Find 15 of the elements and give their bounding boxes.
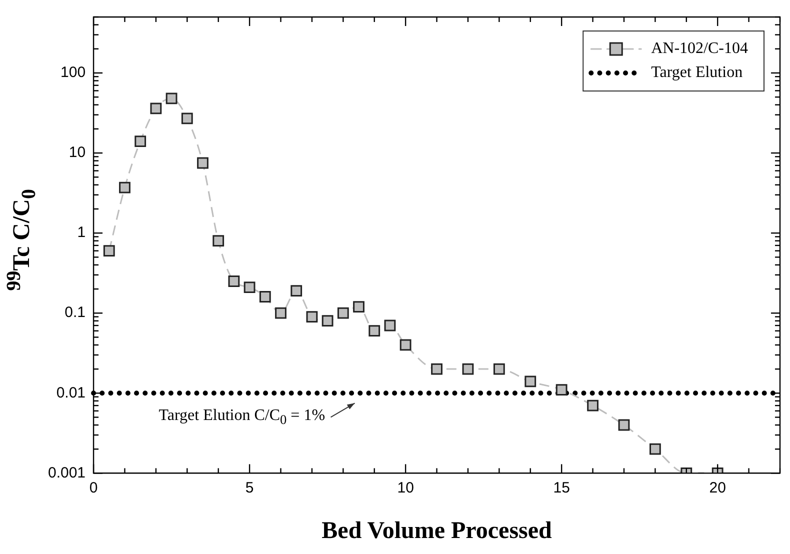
legend-label: Target Elution <box>651 64 743 82</box>
x-tick-label: 0 <box>89 479 98 496</box>
y-tick-label: 0.01 <box>56 384 86 402</box>
legend-label: AN-102/C-104 <box>651 40 748 58</box>
x-axis-title: Bed Volume Processed <box>322 518 553 544</box>
annotation: Target Elution C/C$_{0}$ = 1% <box>158 407 326 428</box>
x-tick-label: 20 <box>709 479 726 496</box>
y-tick-label: 1 <box>77 224 86 242</box>
y-tick-label: 10 <box>68 144 86 162</box>
y-tick-label: 0.001 <box>48 464 86 482</box>
x-tick-label: 5 <box>245 479 254 496</box>
y-tick-label: 0.1 <box>64 304 86 322</box>
x-tick-label: 15 <box>553 479 570 496</box>
x-tick-label: 10 <box>397 479 414 496</box>
y-tick-label: 100 <box>60 64 86 82</box>
